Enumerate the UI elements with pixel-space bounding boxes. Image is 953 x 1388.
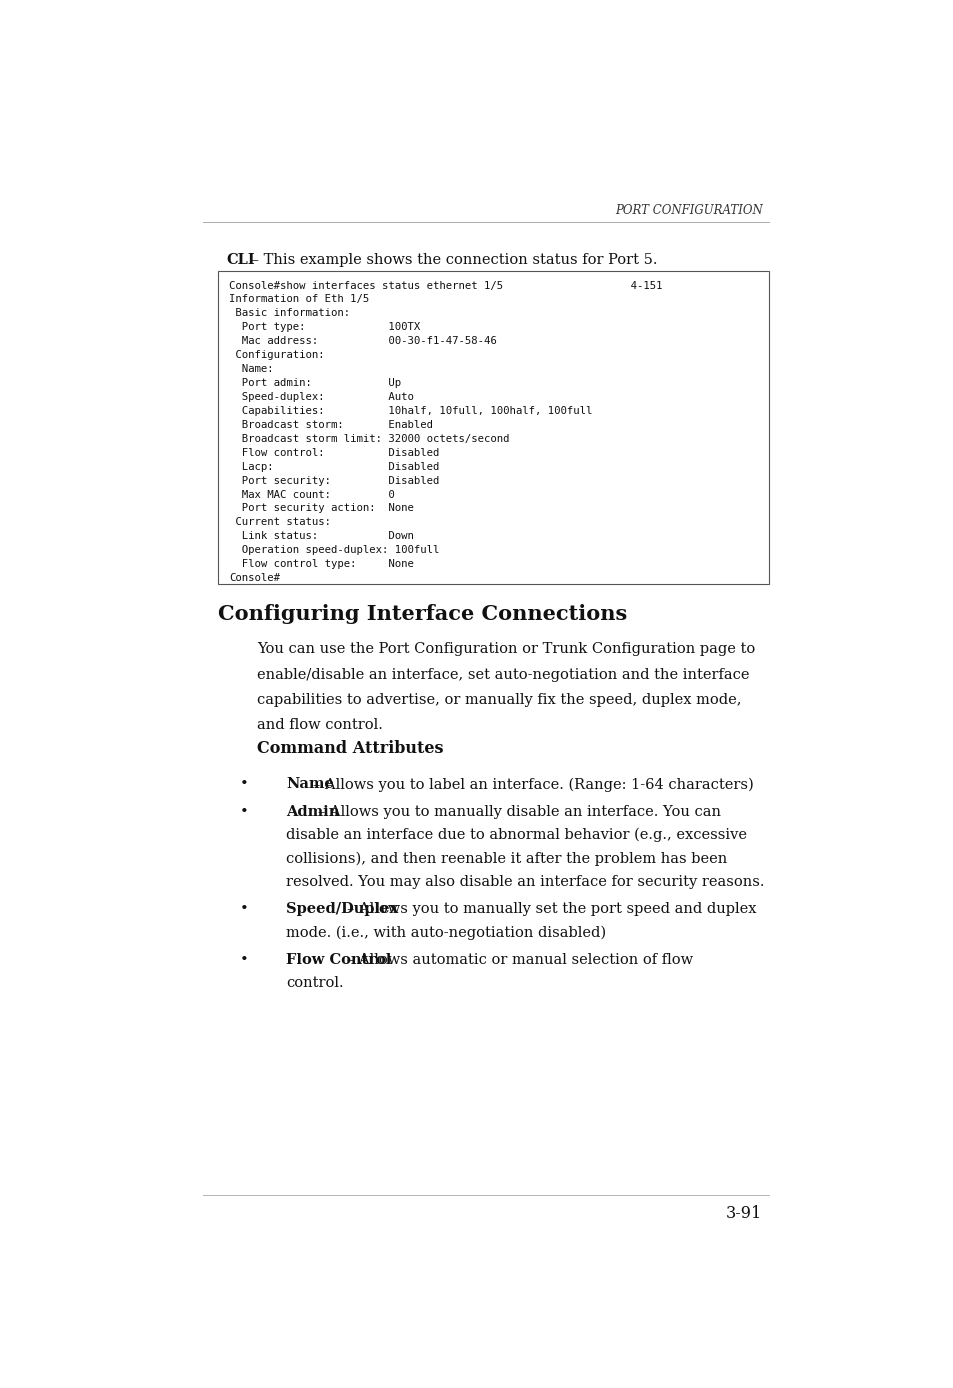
Text: resolved. You may also disable an interface for security reasons.: resolved. You may also disable an interf… xyxy=(286,874,763,888)
Text: Basic information:: Basic information: xyxy=(229,308,350,318)
Text: Information of Eth 1/5: Information of Eth 1/5 xyxy=(229,294,369,304)
Text: Port admin:            Up: Port admin: Up xyxy=(229,378,401,389)
Text: Speed-duplex:          Auto: Speed-duplex: Auto xyxy=(229,391,414,403)
Text: enable/disable an interface, set auto-negotiation and the interface: enable/disable an interface, set auto-ne… xyxy=(257,668,749,682)
Text: Configuration:: Configuration: xyxy=(229,350,325,361)
Text: PORT CONFIGURATION: PORT CONFIGURATION xyxy=(614,204,761,217)
Text: Flow control type:     None: Flow control type: None xyxy=(229,559,414,569)
Text: – Allows you to label an interface. (Range: 1-64 characters): – Allows you to label an interface. (Ran… xyxy=(313,777,753,791)
Text: capabilities to advertise, or manually fix the speed, duplex mode,: capabilities to advertise, or manually f… xyxy=(257,693,740,706)
Text: Capabilities:          10half, 10full, 100half, 100full: Capabilities: 10half, 10full, 100half, 1… xyxy=(229,405,592,416)
Text: Link status:           Down: Link status: Down xyxy=(229,532,414,541)
Text: – Allows automatic or manual selection of flow: – Allows automatic or manual selection o… xyxy=(346,952,692,967)
Text: and flow control.: and flow control. xyxy=(257,718,383,731)
Text: You can use the Port Configuration or Trunk Configuration page to: You can use the Port Configuration or Tr… xyxy=(257,643,755,657)
Text: Flow Control: Flow Control xyxy=(286,952,391,967)
Text: •: • xyxy=(239,777,248,791)
Text: Flow control:          Disabled: Flow control: Disabled xyxy=(229,448,439,458)
Text: Name:: Name: xyxy=(229,364,274,375)
Text: Command Attributes: Command Attributes xyxy=(257,740,443,758)
Text: Name: Name xyxy=(286,777,334,791)
Text: mode. (i.e., with auto-negotiation disabled): mode. (i.e., with auto-negotiation disab… xyxy=(286,926,605,940)
Text: Configuring Interface Connections: Configuring Interface Connections xyxy=(218,604,627,625)
Bar xyxy=(218,271,768,584)
Text: Current status:: Current status: xyxy=(229,518,331,527)
Text: Port type:             100TX: Port type: 100TX xyxy=(229,322,420,332)
Text: disable an interface due to abnormal behavior (e.g., excessive: disable an interface due to abnormal beh… xyxy=(286,829,746,843)
Text: 3-91: 3-91 xyxy=(725,1205,761,1221)
Text: Max MAC count:         0: Max MAC count: 0 xyxy=(229,490,395,500)
Text: Lacp:                  Disabled: Lacp: Disabled xyxy=(229,462,439,472)
Text: Port security:         Disabled: Port security: Disabled xyxy=(229,476,439,486)
Text: – Allows you to manually set the port speed and duplex: – Allows you to manually set the port sp… xyxy=(346,902,755,916)
Text: – Allows you to manually disable an interface. You can: – Allows you to manually disable an inte… xyxy=(318,805,720,819)
Text: collisions), and then reenable it after the problem has been: collisions), and then reenable it after … xyxy=(286,851,726,866)
Text: Broadcast storm limit: 32000 octets/second: Broadcast storm limit: 32000 octets/seco… xyxy=(229,434,509,444)
Text: Port security action:  None: Port security action: None xyxy=(229,504,414,514)
Text: control.: control. xyxy=(286,976,343,990)
Text: Broadcast storm:       Enabled: Broadcast storm: Enabled xyxy=(229,419,433,430)
Text: Operation speed-duplex: 100full: Operation speed-duplex: 100full xyxy=(229,545,439,555)
Text: •: • xyxy=(239,805,248,819)
Text: Speed/Duplex: Speed/Duplex xyxy=(286,902,397,916)
Text: •: • xyxy=(239,952,248,967)
Text: Console#: Console# xyxy=(229,573,280,583)
Text: CLI: CLI xyxy=(226,253,254,266)
Text: Console#show interfaces status ethernet 1/5                    4-151: Console#show interfaces status ethernet … xyxy=(229,280,662,290)
Text: •: • xyxy=(239,902,248,916)
Text: Mac address:           00-30-f1-47-58-46: Mac address: 00-30-f1-47-58-46 xyxy=(229,336,497,346)
Text: – This example shows the connection status for Port 5.: – This example shows the connection stat… xyxy=(247,253,657,266)
Text: Admin: Admin xyxy=(286,805,339,819)
